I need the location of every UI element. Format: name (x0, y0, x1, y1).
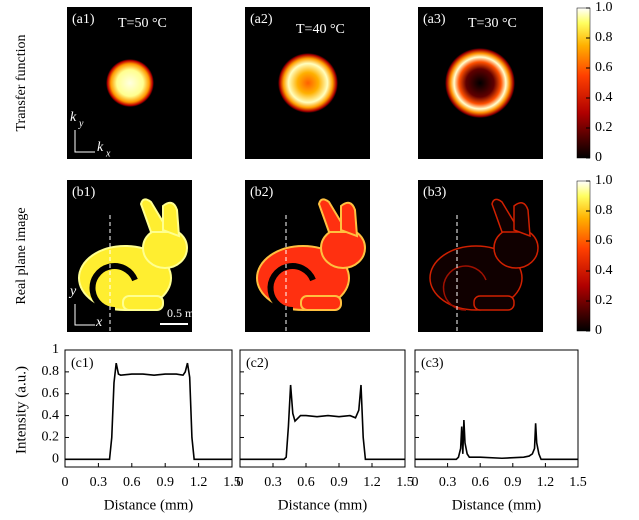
colorbar-tick-label: 0.2 (595, 120, 613, 135)
line (415, 419, 578, 461)
colorbar-tick-label: 1.0 (595, 173, 613, 188)
k-axes (74, 130, 95, 153)
image-a2 (245, 7, 370, 159)
scale-bar-label: 0.5 mm (167, 306, 204, 320)
x-tick-label: 1.5 (396, 475, 414, 490)
x-tick-label: 0.3 (90, 475, 108, 490)
x-tick-label: 1.5 (223, 475, 241, 490)
row-label: Transfer function (14, 34, 29, 131)
colorbar-tick-label: 0.8 (595, 203, 613, 218)
y-tick-label: 0.2 (42, 430, 60, 445)
x-tick-label: 0.9 (504, 475, 522, 490)
panel-label: (b1) (72, 185, 96, 200)
x-tick-label: 0.3 (439, 475, 457, 490)
x-tick-label: 0.6 (123, 475, 141, 490)
plot-frame (64, 349, 233, 468)
temperature: T=40 °C (296, 22, 345, 37)
k-sub: x (105, 148, 111, 159)
x-tick-label: 1.5 (569, 475, 587, 490)
x-tick-label: 0.9 (330, 475, 348, 490)
colorbar (576, 7, 591, 159)
x-axis-label: Distance (mm) (452, 497, 542, 513)
k-label: k (70, 110, 77, 125)
temperature: T=30 °C (468, 16, 517, 31)
x-tick-label: 0 (412, 475, 419, 490)
temperature: T=50 °C (118, 16, 167, 31)
y-tick-label: 0.8 (42, 364, 60, 379)
colorbar-tick-label: 0.8 (595, 30, 613, 45)
colorbar-tick-label: 0.2 (595, 293, 613, 308)
colorbar-tick-label: 0.4 (595, 90, 613, 105)
x-axis-label: Distance (mm) (278, 497, 368, 513)
image-a1 (67, 7, 192, 159)
x-axis-label: Distance (mm) (104, 497, 194, 513)
x-tick-label: 0.6 (297, 475, 315, 490)
k-label: k (97, 140, 104, 155)
x-tick-label: 0 (237, 475, 244, 490)
x-tick-label: 0.6 (471, 475, 489, 490)
y-tick-label: 0.6 (42, 386, 60, 401)
colorbar (576, 180, 591, 332)
panel-label: (c2) (246, 356, 269, 371)
image-b1 (67, 180, 192, 332)
panel-label: (a1) (72, 12, 95, 27)
panel-label: (a2) (250, 12, 273, 27)
real-axes (74, 304, 95, 326)
image-b3 (418, 180, 543, 332)
line (65, 362, 232, 461)
colorbar-tick-label: 0.6 (595, 60, 613, 75)
y-axis-label: Intensity (a.u.) (13, 366, 29, 454)
x-tick-label: 0 (62, 475, 69, 490)
colorbar-tick-label: 0.6 (595, 233, 613, 248)
plot-frame (414, 349, 579, 468)
row-label: Real plane image (14, 207, 29, 304)
axis-letter: x (95, 315, 103, 330)
panel-label: (a3) (423, 12, 446, 27)
line (240, 384, 405, 461)
plot-frame (239, 349, 406, 468)
x-tick-label: 1.2 (363, 475, 381, 490)
x-tick-label: 0.3 (264, 475, 282, 490)
colorbar-tick-label: 0 (595, 150, 602, 165)
x-tick-label: 0.9 (156, 475, 174, 490)
panel-label: (c3) (421, 356, 444, 371)
y-tick-label: 0.4 (42, 408, 60, 423)
x-tick-label: 1.2 (537, 475, 555, 490)
image-b2 (245, 180, 370, 332)
colorbar-tick-label: 0 (595, 323, 602, 338)
x-tick-label: 1.2 (190, 475, 208, 490)
panel-label: (b3) (423, 185, 447, 200)
colorbar-tick-label: 0.4 (595, 263, 613, 278)
axis-letter: y (68, 284, 77, 299)
image-a3 (418, 7, 543, 159)
k-sub: y (78, 118, 84, 129)
colorbar-tick-label: 1.0 (595, 0, 613, 15)
panel-label: (b2) (250, 185, 274, 200)
panel-label: (c1) (71, 356, 94, 371)
y-tick-label: 1 (52, 342, 59, 357)
y-tick-label: 0 (52, 452, 59, 467)
